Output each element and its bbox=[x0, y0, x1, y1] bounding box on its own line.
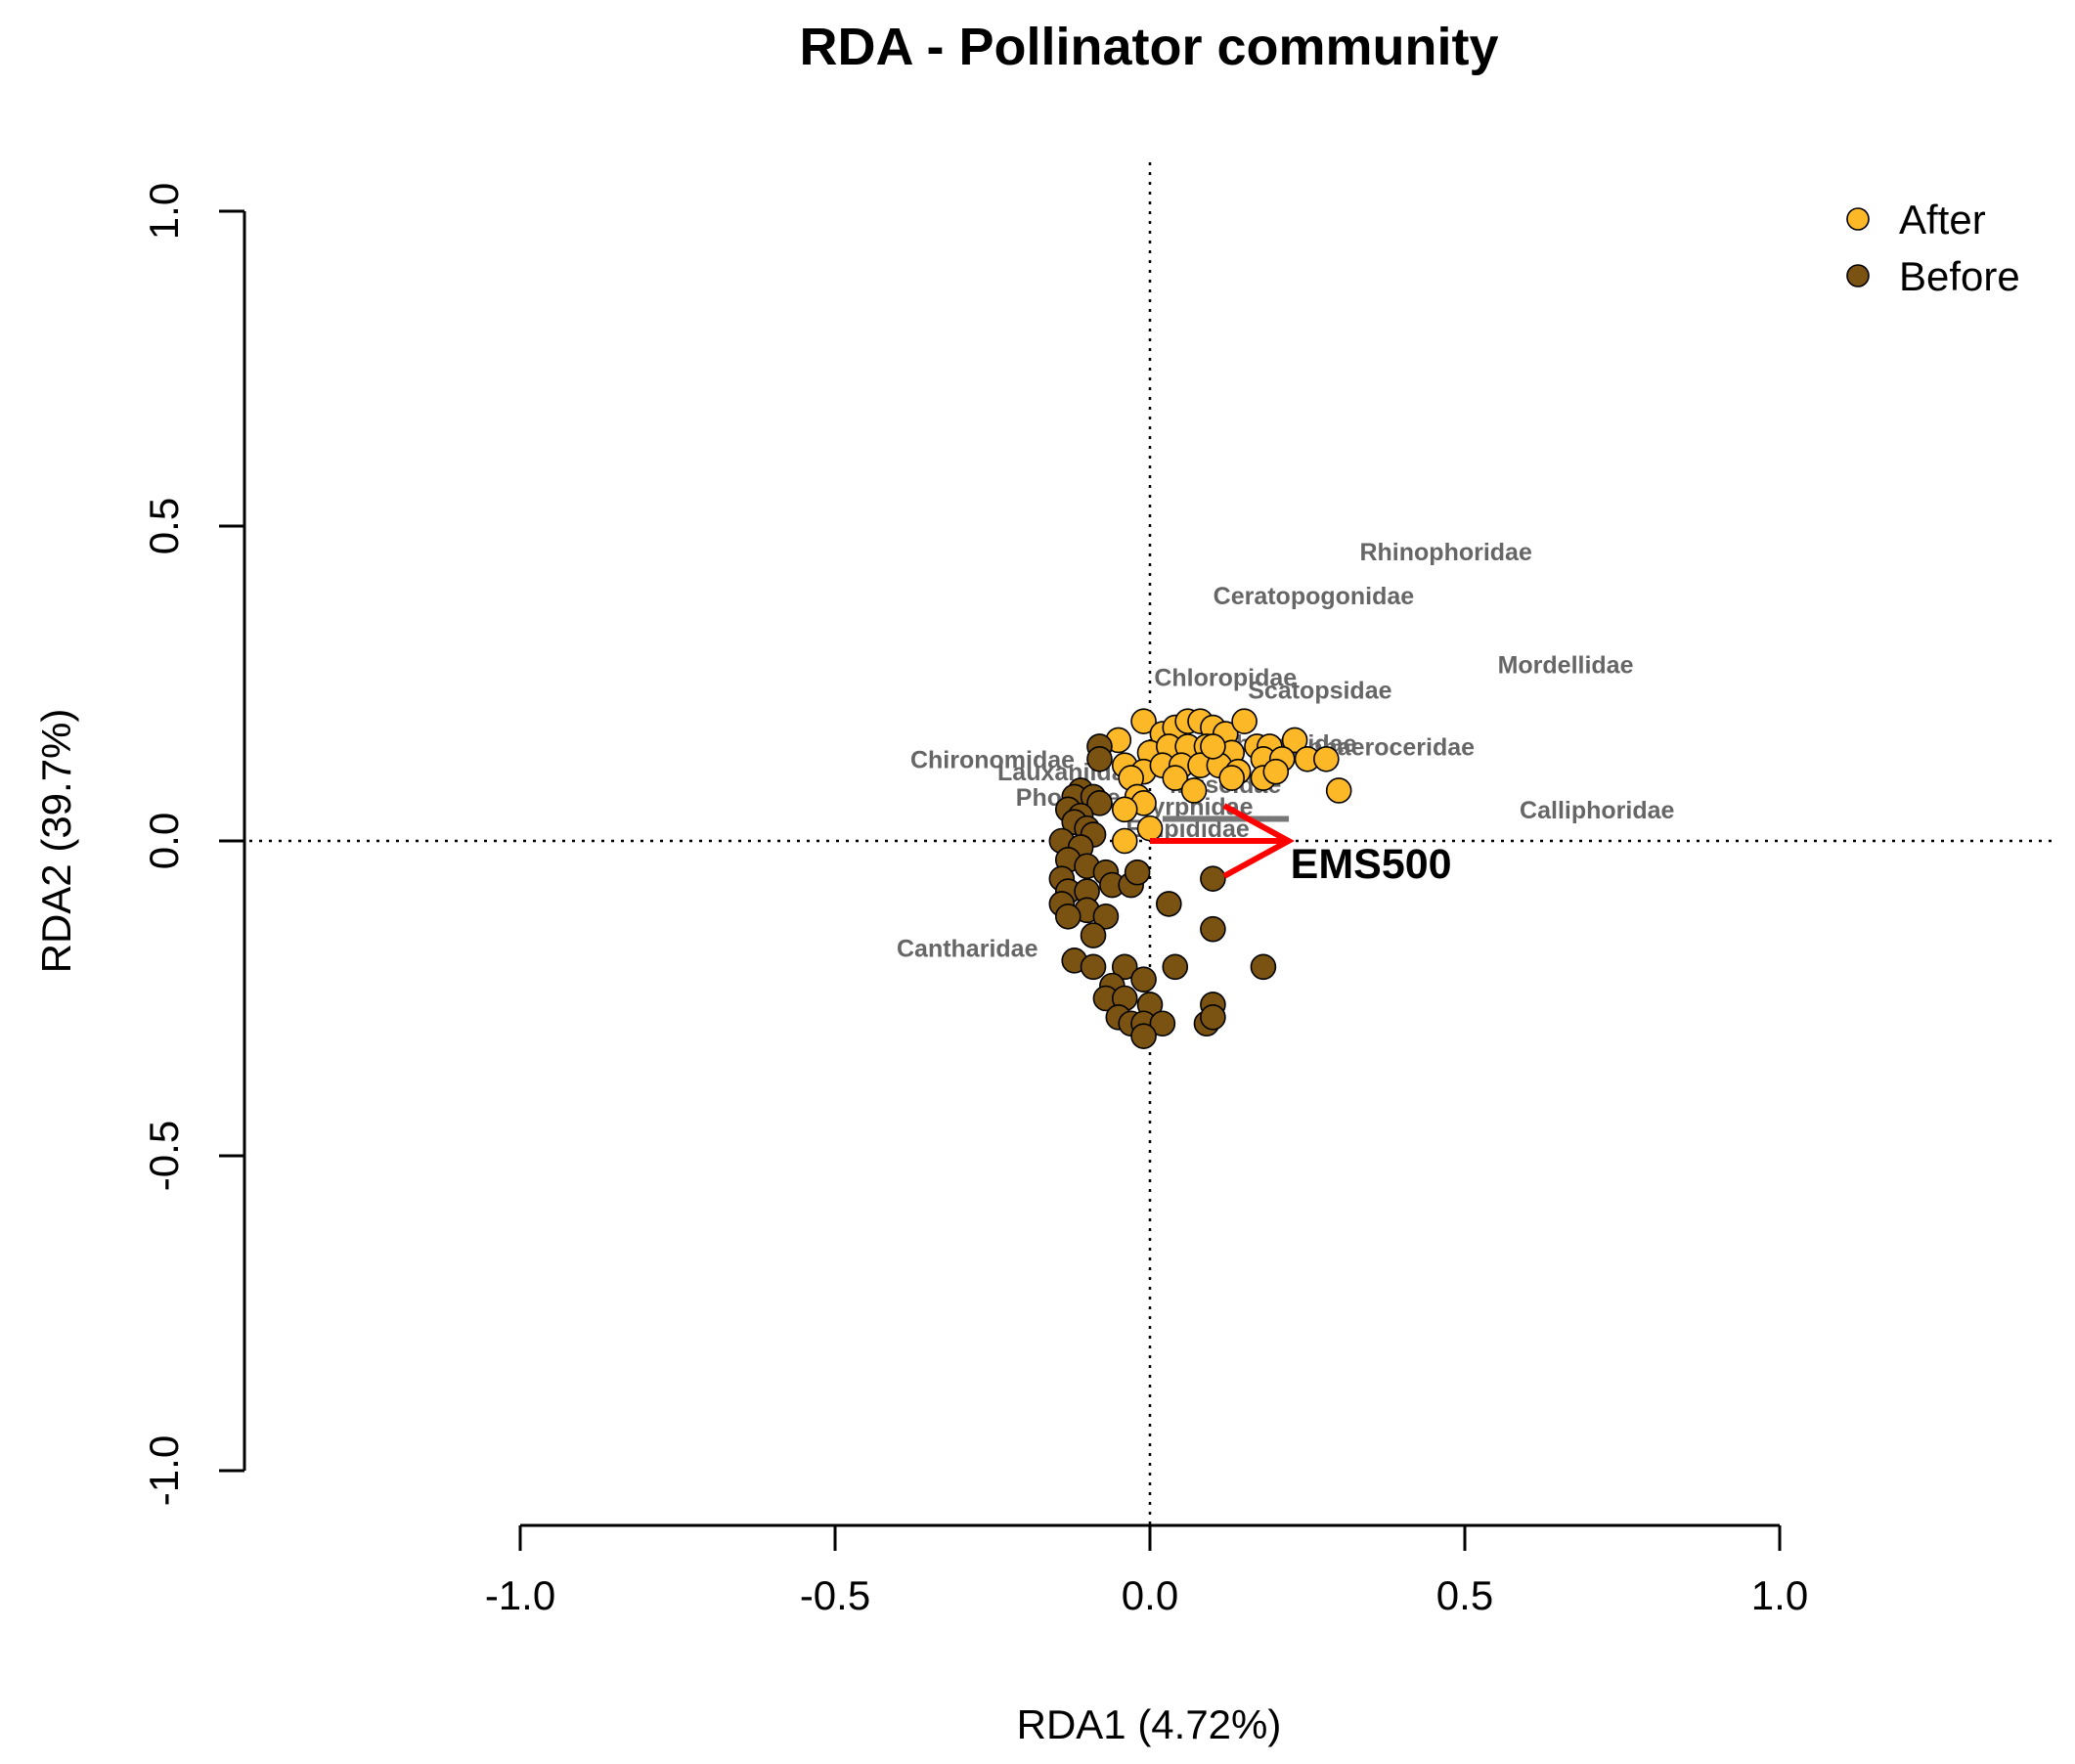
before-point bbox=[1111, 953, 1138, 981]
env-vectors: EMS500 bbox=[1150, 803, 1452, 888]
before-point bbox=[1086, 745, 1113, 772]
chart-title: RDA - Pollinator community bbox=[799, 18, 1498, 76]
after-point bbox=[1313, 745, 1340, 772]
axes: -1.0 -0.5 0.0 0.5 1.0 -1.0 -0.5 0.0 0.5 1.0 bbox=[141, 183, 1808, 1618]
after-point bbox=[1162, 765, 1189, 791]
species-label: Chironomidae bbox=[910, 746, 1075, 773]
y-tick-label: 0.5 bbox=[141, 498, 187, 554]
species-label: Ceratopogonidae bbox=[1214, 583, 1415, 610]
env-vector-label: EMS500 bbox=[1291, 841, 1452, 888]
y-tick-label: -0.5 bbox=[141, 1121, 187, 1191]
env-arrow-head bbox=[1222, 803, 1295, 879]
before-point bbox=[1200, 1004, 1226, 1031]
before-point bbox=[1054, 903, 1082, 930]
after-point bbox=[1218, 765, 1246, 791]
legend-marker-after bbox=[1846, 207, 1870, 231]
before-point bbox=[1200, 865, 1226, 892]
legend: After Before bbox=[1846, 197, 2020, 299]
y-axis-label: RDA2 (39.7%) bbox=[33, 709, 79, 974]
x-tick-label: -0.5 bbox=[800, 1572, 870, 1618]
after-point bbox=[1325, 777, 1352, 804]
after-point bbox=[1231, 708, 1258, 734]
species-label: Rhinophoridae bbox=[1359, 539, 1531, 566]
after-point bbox=[1281, 727, 1308, 754]
x-tick-label: -1.0 bbox=[485, 1572, 555, 1618]
before-point bbox=[1080, 922, 1107, 948]
legend-label-after: After bbox=[1899, 197, 1986, 243]
after-point bbox=[1111, 827, 1138, 855]
reference-lines bbox=[240, 162, 2058, 1525]
y-tick-label: -1.0 bbox=[141, 1435, 187, 1506]
after-point bbox=[1200, 733, 1226, 760]
species-label: Mordellidae bbox=[1498, 652, 1634, 680]
y-tick-label: 1.0 bbox=[141, 183, 187, 240]
after-point bbox=[1262, 758, 1290, 785]
after-point bbox=[1136, 815, 1164, 842]
species-label: Calliphoridae bbox=[1520, 797, 1674, 824]
before-point bbox=[1092, 903, 1120, 930]
y-tick-label: 0.0 bbox=[141, 813, 187, 869]
legend-label-before: Before bbox=[1899, 253, 2020, 299]
x-tick-label: 1.0 bbox=[1751, 1572, 1808, 1618]
before-point bbox=[1080, 953, 1107, 981]
after-point bbox=[1180, 777, 1208, 804]
x-axis-label: RDA1 (4.72%) bbox=[1017, 1701, 1282, 1747]
before-point bbox=[1149, 1010, 1176, 1037]
before-point bbox=[1200, 915, 1226, 943]
before-point bbox=[1086, 790, 1113, 816]
x-tick-label: 0.0 bbox=[1122, 1572, 1178, 1618]
after-point bbox=[1130, 708, 1157, 734]
site-points bbox=[1048, 708, 1352, 1049]
before-point bbox=[1156, 891, 1182, 917]
before-point bbox=[1130, 1023, 1157, 1049]
species-label: Chloropidae bbox=[1154, 665, 1297, 692]
species-label: Scatopsidae bbox=[1248, 677, 1391, 704]
x-tick-label: 0.5 bbox=[1436, 1572, 1493, 1618]
before-point bbox=[1124, 859, 1151, 886]
before-point bbox=[1162, 953, 1189, 981]
legend-marker-before bbox=[1846, 264, 1870, 287]
before-point bbox=[1130, 966, 1157, 992]
species-label: Cantharidae bbox=[897, 935, 1038, 962]
before-point bbox=[1250, 953, 1277, 981]
after-point bbox=[1111, 796, 1138, 823]
